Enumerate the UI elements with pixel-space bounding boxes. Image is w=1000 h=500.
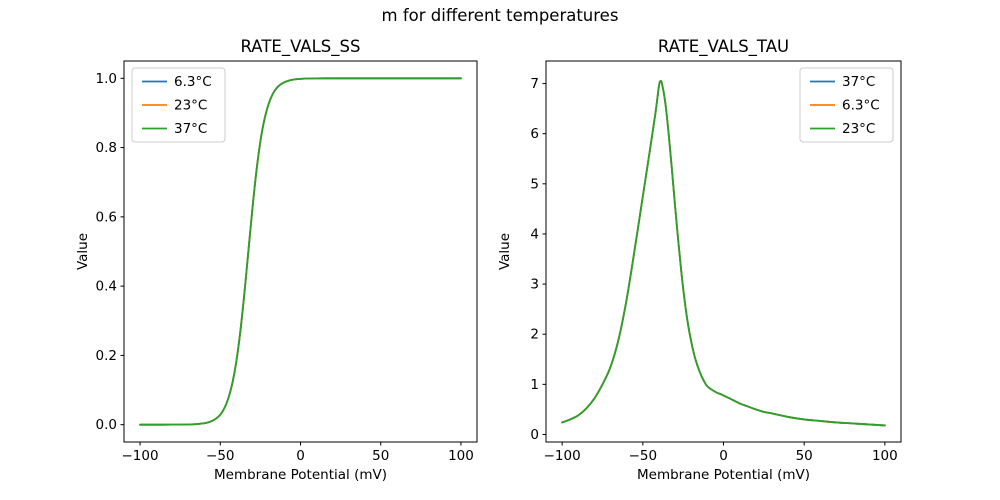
legend: 6.3°C 23°C 37°C bbox=[131, 67, 226, 143]
figure-suptitle: m for different temperatures bbox=[381, 6, 619, 25]
legend-label: 23°C bbox=[174, 98, 207, 114]
series-line-23-c bbox=[561, 80, 886, 427]
y-axis-label: Value bbox=[75, 233, 91, 270]
legend-entry: 23°C bbox=[142, 98, 207, 114]
y-axis-label: Value bbox=[497, 233, 513, 270]
subplot-rate-vals-ss: −100 −50 0 50 100 0.0 0.2 0.4 0.6 0.8 1.0 RATE_VALS… bbox=[75, 37, 478, 483]
legend-label: 6.3°C bbox=[174, 74, 212, 90]
y-tick-label: 1 bbox=[530, 377, 539, 393]
x-tick-label: −50 bbox=[206, 448, 235, 464]
subplot-title: RATE_VALS_SS bbox=[241, 37, 361, 57]
y-tick-label: 7 bbox=[530, 76, 539, 92]
legend-entry: 37°C bbox=[810, 74, 875, 90]
legend-label: 6.3°C bbox=[842, 98, 880, 114]
series-lines bbox=[561, 80, 886, 427]
y-tick-label: 3 bbox=[530, 277, 539, 293]
legend-box bbox=[799, 67, 894, 143]
y-tick-label: 5 bbox=[530, 176, 539, 192]
subplot-rate-vals-tau: −100 −50 0 50 100 0 1 2 3 4 5 6 7 RATE_VALS_TAU Membra… bbox=[497, 37, 902, 483]
y-tick-label: 0 bbox=[530, 427, 539, 443]
subplot-title: RATE_VALS_TAU bbox=[658, 37, 789, 57]
series-lines bbox=[139, 77, 462, 426]
y-tick-label: 6 bbox=[530, 126, 539, 142]
legend-entry: 6.3°C bbox=[810, 98, 880, 114]
x-axis-label: Membrane Potential (mV) bbox=[214, 467, 387, 483]
legend: 37°C 6.3°C 23°C bbox=[799, 67, 894, 143]
x-tick-label: 100 bbox=[448, 448, 474, 464]
series-line-37-c bbox=[139, 77, 462, 426]
legend-label: 37°C bbox=[174, 121, 207, 137]
legend-entry: 6.3°C bbox=[142, 74, 212, 90]
y-tick-label: 2 bbox=[530, 327, 539, 343]
x-tick-label: −100 bbox=[121, 448, 158, 464]
legend-label: 37°C bbox=[842, 74, 875, 90]
y-tick-label: 0.2 bbox=[96, 348, 117, 364]
y-tick-label: 0.4 bbox=[96, 279, 117, 295]
y-tick-label: 1.0 bbox=[96, 71, 117, 87]
legend-label: 23°C bbox=[842, 121, 875, 137]
x-tick-label: 0 bbox=[296, 448, 305, 464]
y-tick-label: 0.8 bbox=[96, 140, 117, 156]
y-tick-label: 0.0 bbox=[96, 417, 117, 433]
x-tick-label: −100 bbox=[544, 448, 581, 464]
y-tick-label: 4 bbox=[530, 226, 539, 242]
legend-entry: 23°C bbox=[810, 121, 875, 137]
legend-entry: 37°C bbox=[142, 121, 207, 137]
y-tick-label: 0.6 bbox=[96, 209, 117, 225]
x-tick-label: 0 bbox=[719, 448, 728, 464]
x-tick-label: −50 bbox=[629, 448, 658, 464]
x-axis-label: Membrane Potential (mV) bbox=[637, 467, 810, 483]
x-tick-label: 100 bbox=[872, 448, 898, 464]
legend-box bbox=[131, 67, 226, 143]
x-tick-label: 50 bbox=[796, 448, 813, 464]
x-tick-label: 50 bbox=[372, 448, 389, 464]
